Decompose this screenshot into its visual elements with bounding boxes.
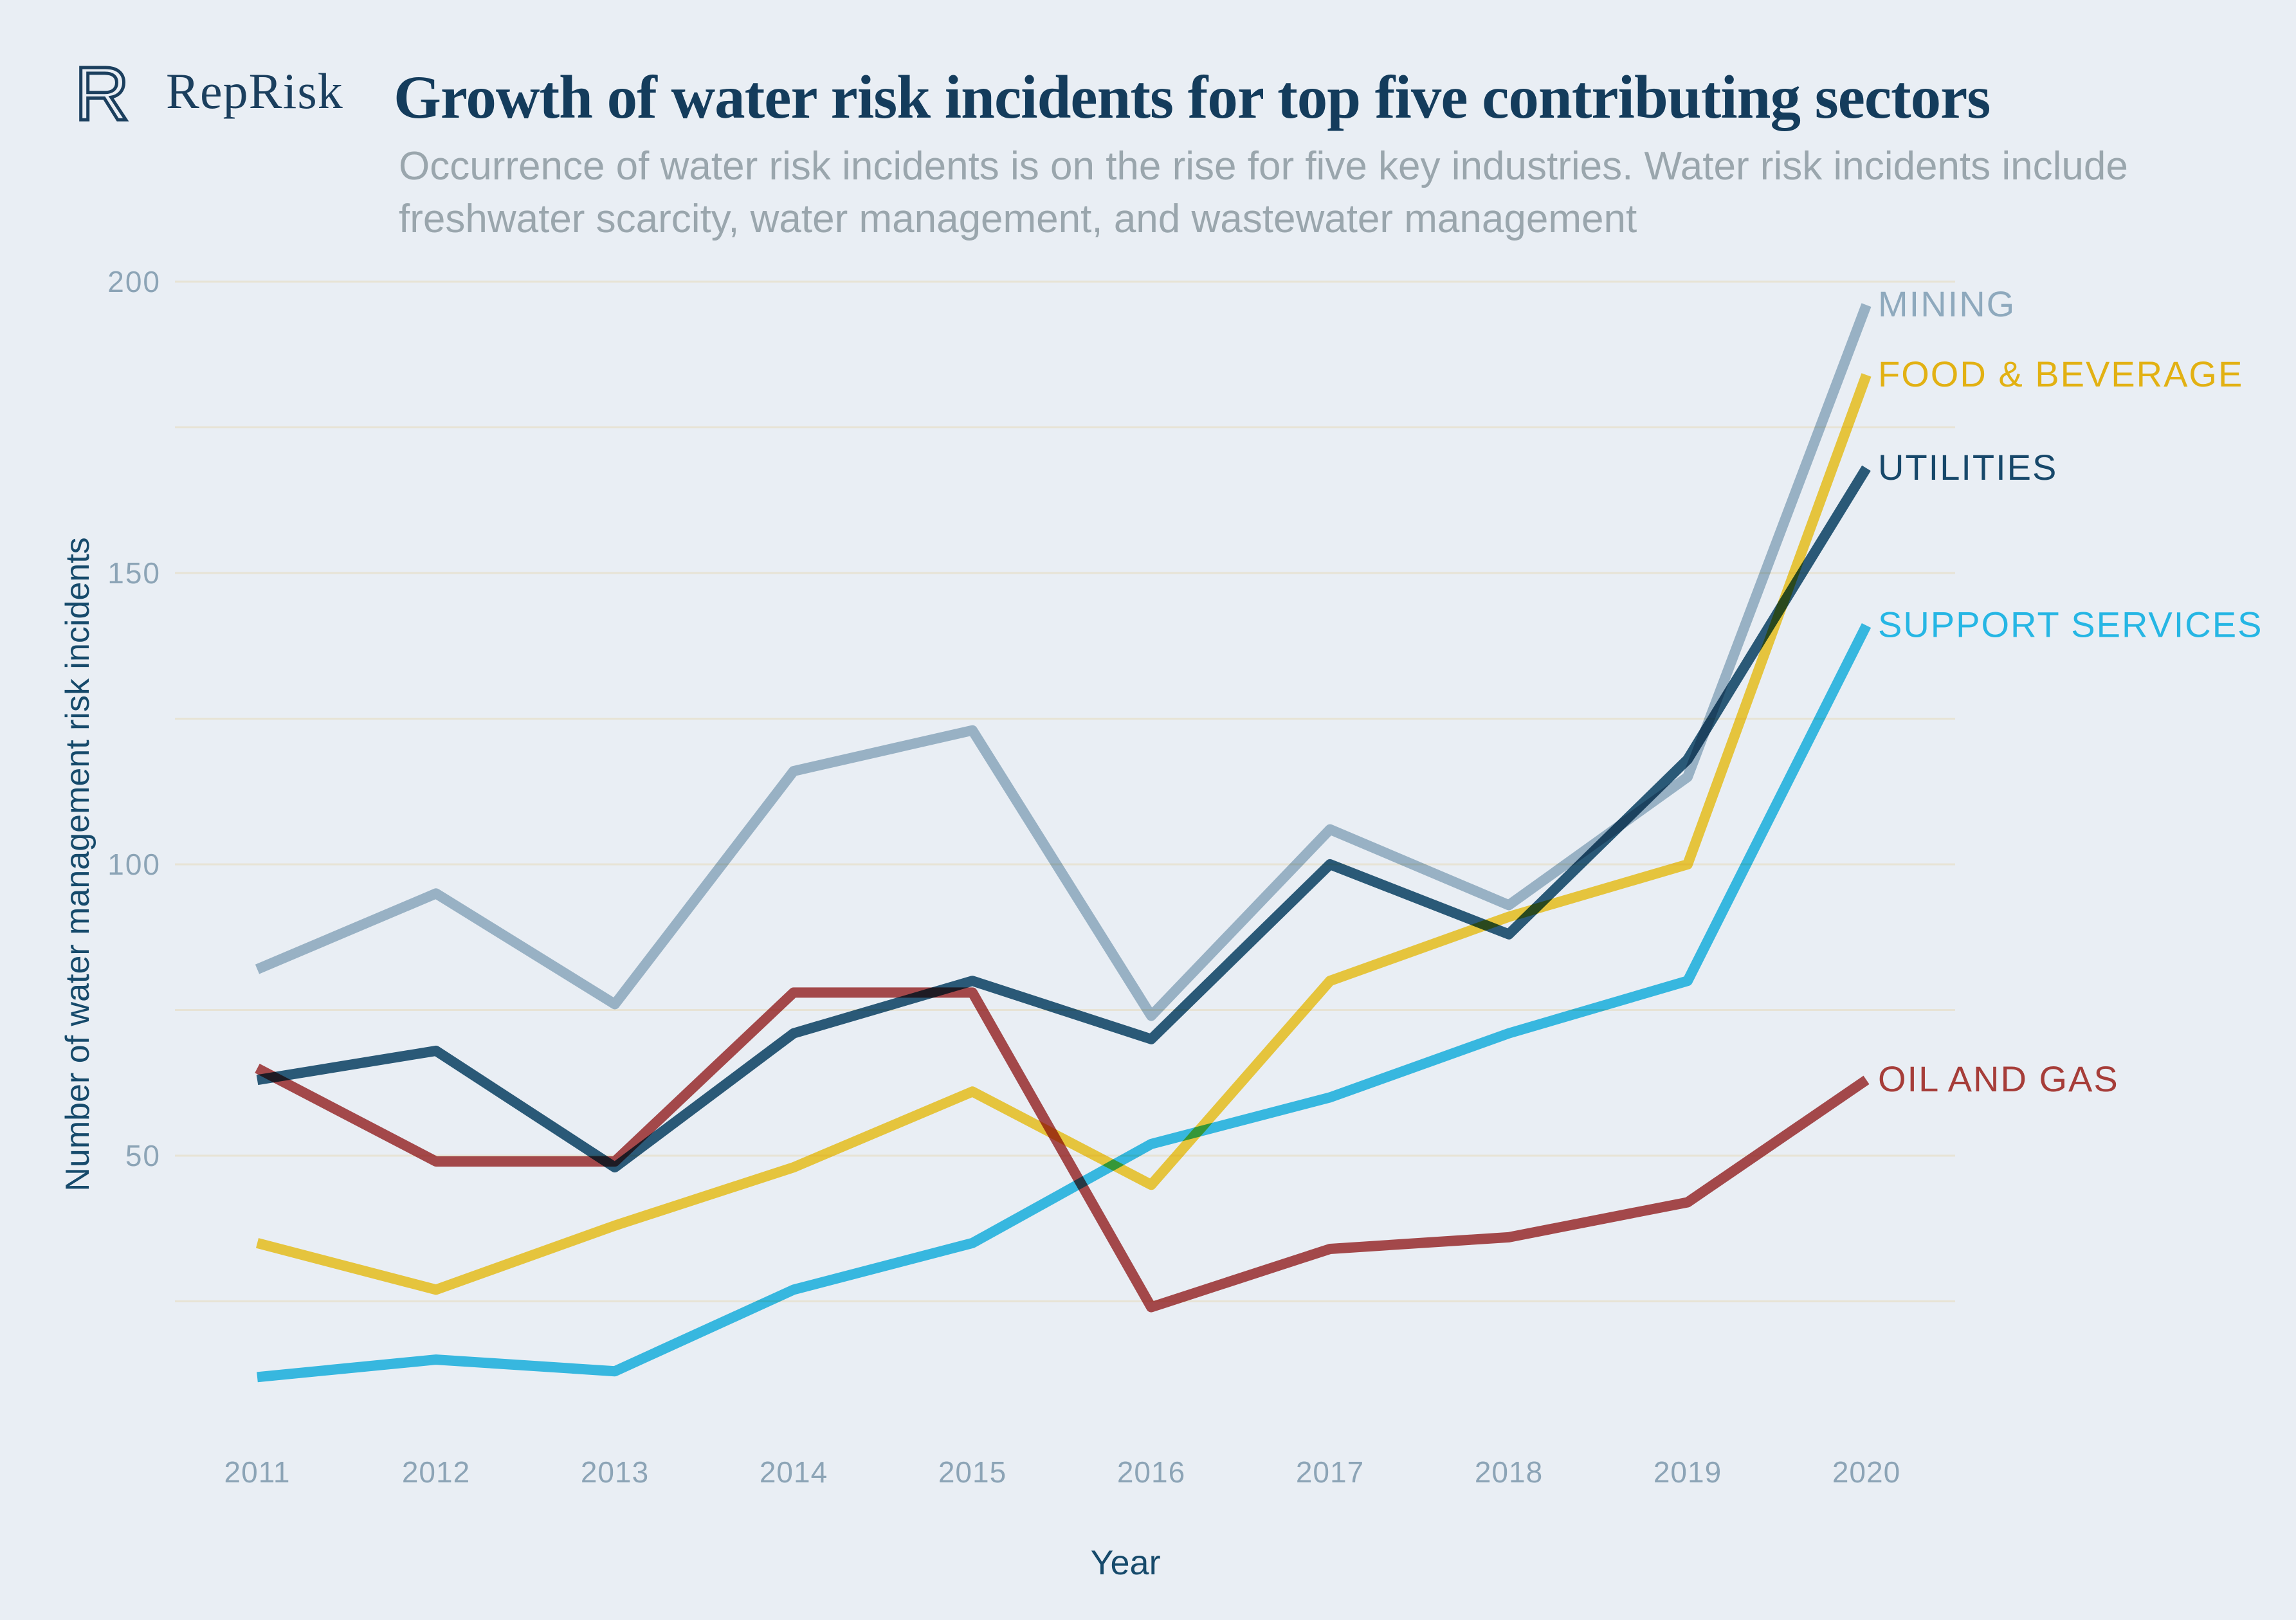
x-tick-label-2014: 2014	[760, 1455, 828, 1489]
x-tick-label-2013: 2013	[581, 1455, 649, 1489]
brand-name: RepRisk	[166, 63, 343, 119]
y-axis-title: Number of water management risk incident…	[59, 537, 96, 1191]
y-tick-label-50: 50	[125, 1139, 161, 1172]
x-tick-label-2019: 2019	[1654, 1455, 1722, 1489]
x-axis-title: Year	[1090, 1543, 1160, 1582]
y-tick-label-200: 200	[107, 265, 161, 298]
x-tick-label-2020: 2020	[1832, 1455, 1900, 1489]
brand: R RepRisk	[72, 50, 343, 132]
page-title: Growth of water risk incidents for top f…	[394, 63, 1991, 131]
reprisk-logo-icon: R	[73, 50, 131, 132]
series-line-oil-and-gas	[255, 987, 1870, 1313]
x-tick-label-2011: 2011	[224, 1455, 291, 1489]
legend-label-food-beverage: FOOD & BEVERAGE	[1878, 354, 2243, 394]
series-line-utilities	[256, 465, 1871, 1173]
x-tick-label-2012: 2012	[402, 1455, 470, 1489]
x-tick-label-2016: 2016	[1117, 1455, 1185, 1489]
svg-text:R: R	[75, 51, 129, 132]
x-tick-label-2015: 2015	[938, 1455, 1007, 1489]
legend-label-support-services: SUPPORT SERVICES	[1878, 605, 2263, 645]
y-tick-label-150: 150	[107, 556, 161, 590]
y-tick-label-100: 100	[107, 848, 161, 881]
x-tick-label-2017: 2017	[1296, 1455, 1364, 1489]
series-line-food-beverage	[255, 373, 1872, 1295]
series-line-support-services	[257, 623, 1872, 1383]
subtitle-line-1: Occurrence of water risk incidents is on…	[399, 144, 2128, 188]
x-tick-label-2018: 2018	[1475, 1455, 1543, 1489]
legend-label-mining: MINING	[1878, 284, 2016, 324]
series-line-mining	[255, 303, 1872, 1021]
legend-label-oil-and-gas: OIL AND GAS	[1878, 1059, 2119, 1099]
legend-label-utilities: UTILITIES	[1878, 447, 2057, 487]
subtitle-line-2: freshwater scarcity, water management, a…	[399, 197, 1637, 242]
page-subtitle: Occurrence of water risk incidents is on…	[399, 140, 2238, 246]
